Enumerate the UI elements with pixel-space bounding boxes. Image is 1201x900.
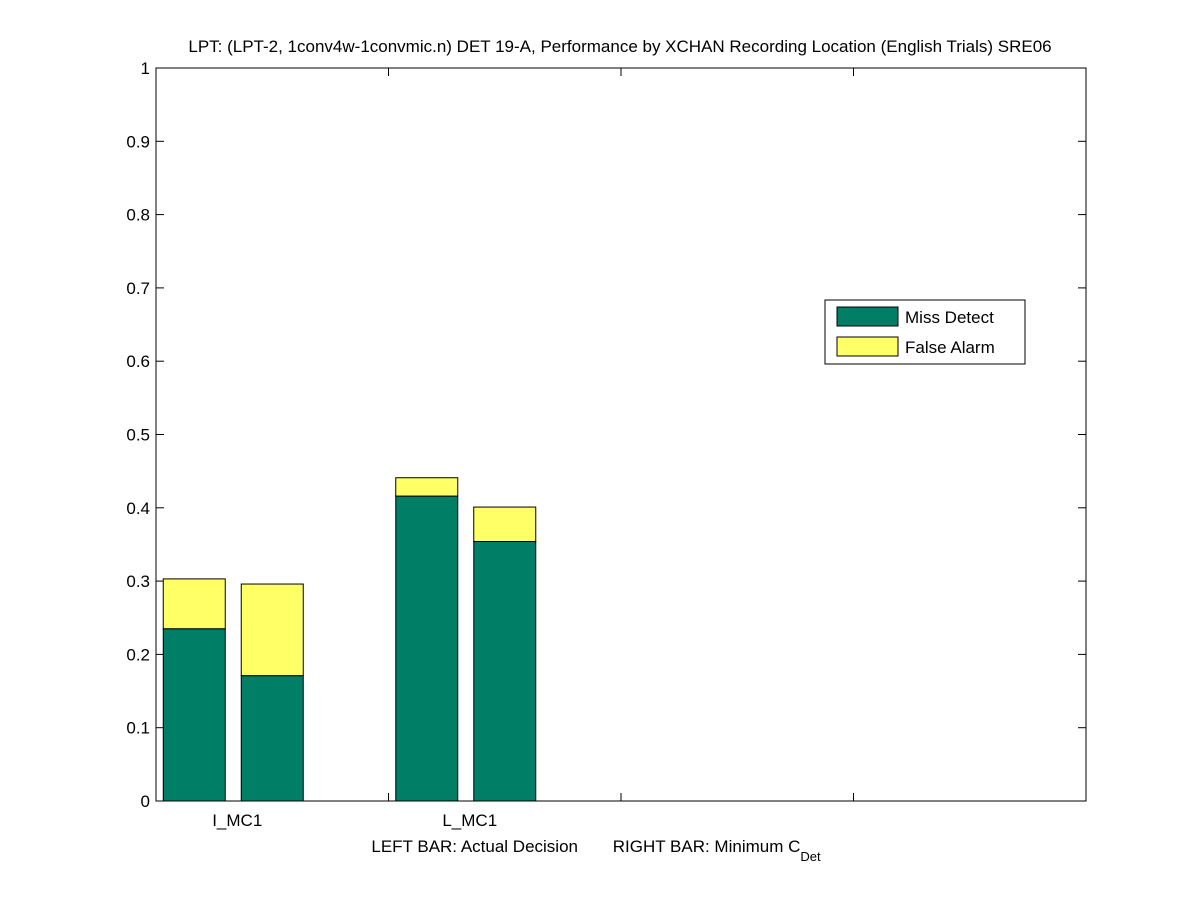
- bar-group: [162, 477, 537, 802]
- bar-l-mc1-minimum-miss-detect: [473, 541, 537, 802]
- plot-area: [155, 67, 1087, 802]
- x-axis-label-left: LEFT BAR: Actual Decision: [371, 837, 578, 856]
- legend-label-false-alarm: False Alarm: [905, 338, 995, 357]
- y-tick-label: 1: [141, 59, 150, 78]
- legend: Miss Detect False Alarm: [824, 299, 1026, 365]
- legend-swatch-false-alarm: [836, 336, 899, 357]
- y-tick-label: 0.3: [126, 572, 150, 591]
- y-tick-label: 0.1: [126, 719, 150, 738]
- y-tick-label: 0.2: [126, 645, 150, 664]
- bar-i-mc1-minimum-false-alarm: [240, 583, 304, 677]
- bar-l-mc1-actual-false-alarm: [395, 477, 459, 497]
- y-tick-label: 0.7: [126, 279, 150, 298]
- bar-i-mc1-actual-false-alarm: [162, 578, 226, 630]
- y-tick-label: 0.8: [126, 206, 150, 225]
- y-axis: 0 0.1 0.2 0.3 0.4 0.5 0.6 0.7 0.8 0.9 1: [126, 59, 1086, 811]
- bar-i-mc1-minimum-miss-detect: [240, 675, 304, 802]
- x-axis: I_MC1 L_MC1: [212, 68, 854, 830]
- bar-l-mc1-actual-miss-detect: [395, 495, 459, 802]
- chart-title: LPT: (LPT-2, 1conv4w-1convmic.n) DET 19-…: [188, 37, 1051, 56]
- x-axis-label-right: RIGHT BAR: Minimum C: [613, 837, 801, 856]
- x-axis-label: LEFT BAR: Actual Decision RIGHT BAR: Min…: [371, 837, 821, 864]
- y-tick-label: 0.6: [126, 352, 150, 371]
- legend-swatch-miss-detect: [836, 306, 899, 327]
- y-tick-label: 0.5: [126, 426, 150, 445]
- bar-i-mc1-actual-miss-detect: [162, 628, 226, 802]
- legend-label-miss-detect: Miss Detect: [905, 308, 994, 327]
- y-tick-label: 0.9: [126, 132, 150, 151]
- x-axis-label-subscript: Det: [800, 849, 821, 864]
- bar-l-mc1-minimum-false-alarm: [473, 506, 537, 543]
- y-tick-label: 0.4: [126, 499, 150, 518]
- x-category-label: L_MC1: [442, 811, 497, 830]
- x-category-label: I_MC1: [212, 811, 262, 830]
- y-tick-label: 0: [141, 792, 150, 811]
